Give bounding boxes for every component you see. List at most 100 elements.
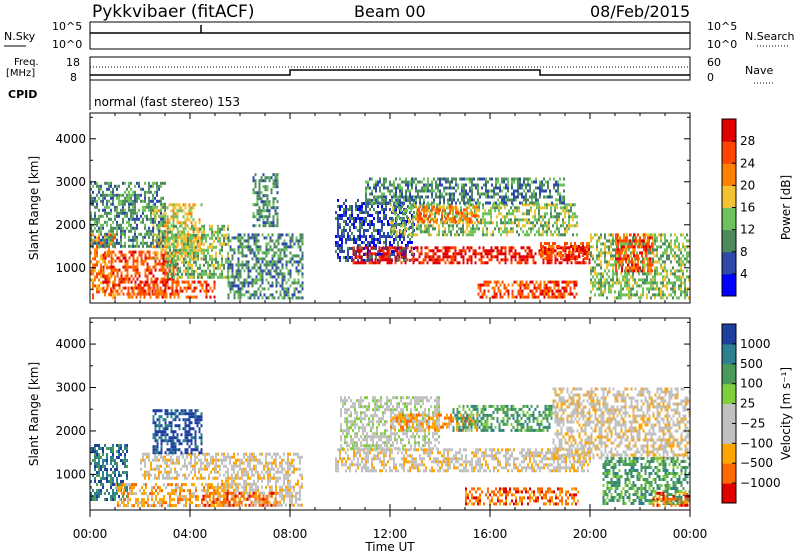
data-cell bbox=[407, 241, 409, 244]
data-cell bbox=[173, 280, 176, 284]
data-cell bbox=[161, 280, 164, 284]
data-cell bbox=[524, 212, 526, 216]
data-cell bbox=[197, 272, 199, 276]
data-cell bbox=[122, 277, 125, 281]
data-cell bbox=[511, 292, 514, 296]
data-cell bbox=[632, 272, 634, 276]
data-cell bbox=[203, 248, 205, 252]
data-cell bbox=[480, 221, 482, 225]
data-cell bbox=[463, 195, 465, 199]
data-cell bbox=[622, 278, 624, 282]
data-cell bbox=[252, 215, 255, 219]
data-cell bbox=[474, 249, 477, 253]
data-cell bbox=[532, 261, 535, 265]
data-cell bbox=[273, 242, 276, 246]
data-cell bbox=[343, 235, 345, 238]
data-cell bbox=[363, 241, 365, 244]
data-cell bbox=[191, 289, 194, 293]
data-cell bbox=[426, 230, 428, 234]
data-cell bbox=[539, 183, 541, 187]
data-cell bbox=[260, 215, 263, 219]
data-cell bbox=[572, 257, 574, 260]
data-cell bbox=[156, 254, 159, 258]
data-cell bbox=[200, 242, 203, 246]
data-cell bbox=[475, 208, 477, 212]
data-cell bbox=[624, 293, 626, 297]
data-cell bbox=[130, 217, 132, 221]
data-cell bbox=[211, 230, 213, 234]
data-cell bbox=[118, 268, 121, 272]
data-cell bbox=[423, 208, 425, 212]
data-cell bbox=[260, 209, 263, 213]
data-cell bbox=[598, 236, 600, 240]
data-cell bbox=[660, 263, 662, 267]
data-cell bbox=[167, 263, 169, 267]
data-cell bbox=[453, 217, 455, 221]
data-cell bbox=[285, 245, 288, 249]
data-cell bbox=[457, 198, 459, 202]
data-cell bbox=[171, 292, 174, 296]
data-cell bbox=[155, 283, 158, 287]
data-cell bbox=[265, 278, 268, 282]
data-cell bbox=[444, 261, 447, 265]
data-cell bbox=[519, 283, 522, 287]
data-cell bbox=[559, 177, 561, 181]
data-cell bbox=[379, 189, 381, 193]
data-cell bbox=[266, 200, 269, 204]
data-cell bbox=[148, 190, 150, 194]
data-cell bbox=[646, 287, 648, 291]
data-cell bbox=[122, 265, 125, 269]
data-cell bbox=[126, 187, 128, 191]
data-cell bbox=[229, 260, 232, 264]
data-cell bbox=[522, 203, 524, 207]
data-cell bbox=[124, 268, 127, 272]
data-cell bbox=[273, 296, 276, 300]
data-cell bbox=[361, 223, 363, 226]
data-cell bbox=[351, 256, 353, 259]
data-cell bbox=[341, 214, 343, 217]
data-cell bbox=[265, 260, 268, 264]
data-cell bbox=[152, 233, 155, 237]
data-cell bbox=[445, 192, 447, 196]
data-cell bbox=[162, 217, 164, 221]
data-cell bbox=[299, 290, 302, 294]
data-cell bbox=[485, 177, 487, 181]
data-cell bbox=[114, 253, 117, 257]
data-cell bbox=[179, 275, 181, 279]
data-cell bbox=[522, 224, 524, 228]
data-cell bbox=[274, 179, 277, 183]
data-cell bbox=[533, 180, 535, 184]
data-cell bbox=[355, 253, 357, 256]
data-cell bbox=[128, 217, 130, 221]
data-cell bbox=[389, 189, 391, 193]
data-cell bbox=[490, 209, 492, 213]
data-cell bbox=[187, 251, 189, 255]
data-cell bbox=[412, 224, 414, 228]
data-cell bbox=[503, 286, 506, 290]
data-cell bbox=[548, 227, 550, 231]
data-cell bbox=[110, 293, 112, 297]
data-cell bbox=[664, 233, 666, 237]
data-cell bbox=[122, 292, 125, 296]
data-cell bbox=[132, 256, 135, 260]
data-cell bbox=[237, 245, 240, 249]
data-cell bbox=[90, 233, 92, 237]
data-cell bbox=[272, 182, 275, 186]
data-cell bbox=[492, 249, 495, 253]
data-cell bbox=[227, 281, 230, 285]
data-cell bbox=[277, 254, 280, 258]
data-cell bbox=[506, 233, 508, 237]
data-cell bbox=[479, 195, 481, 199]
data-cell bbox=[473, 177, 475, 181]
data-cell bbox=[561, 195, 563, 199]
data-cell bbox=[432, 261, 435, 265]
data-cell bbox=[482, 221, 484, 225]
data-cell bbox=[237, 257, 240, 261]
data-cell bbox=[126, 199, 128, 203]
data-cell bbox=[519, 186, 521, 190]
data-cell bbox=[253, 266, 256, 270]
data-cell bbox=[485, 183, 487, 187]
data-cell bbox=[153, 283, 156, 287]
data-cell bbox=[381, 198, 383, 202]
data-cell bbox=[262, 179, 265, 183]
